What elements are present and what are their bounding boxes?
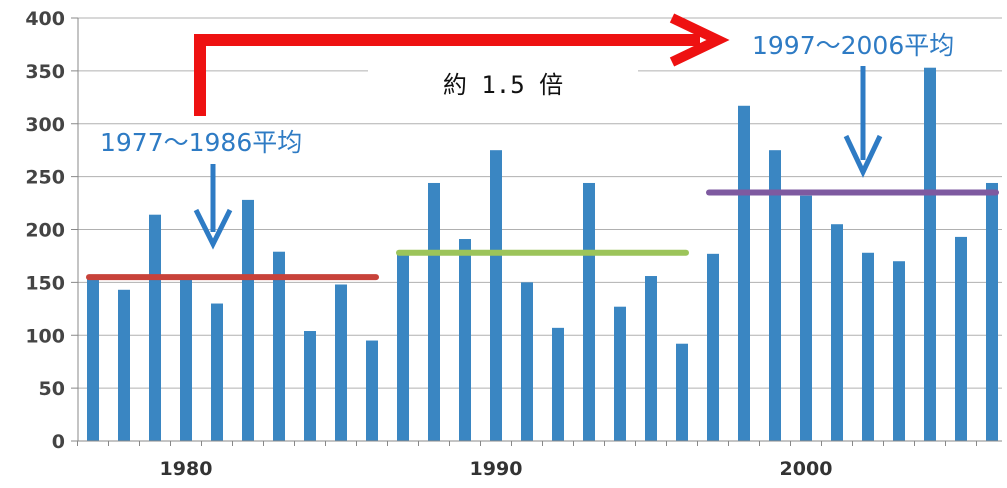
y-tick-label: 50 bbox=[39, 378, 65, 400]
bar-1989 bbox=[459, 239, 471, 441]
average-lines bbox=[89, 192, 996, 277]
bar-1993 bbox=[583, 183, 595, 441]
bar-1977 bbox=[87, 278, 99, 441]
bar-1981 bbox=[211, 304, 223, 441]
average-label-1997-2006: 1997～2006平均 bbox=[752, 31, 954, 60]
ratio-annotation: 約 1.5 倍 bbox=[200, 18, 718, 116]
x-tick-label: 1980 bbox=[160, 458, 213, 480]
bar-1995 bbox=[645, 276, 657, 441]
y-tick-label: 350 bbox=[25, 61, 65, 83]
bar-2002 bbox=[862, 253, 874, 441]
bar-1987 bbox=[397, 251, 409, 441]
x-tick-label: 1990 bbox=[470, 458, 523, 480]
bar-2001 bbox=[831, 224, 843, 441]
bar-2000 bbox=[800, 196, 812, 441]
bar-1979 bbox=[149, 215, 161, 441]
y-tick-label: 150 bbox=[25, 272, 65, 294]
y-tick-label: 400 bbox=[25, 8, 65, 30]
x-axis-ticks: 1980 1990 2000 bbox=[78, 441, 977, 480]
bar-1992 bbox=[552, 328, 564, 441]
y-tick-label: 100 bbox=[25, 325, 65, 347]
bar-1984 bbox=[304, 331, 316, 441]
bar-1990 bbox=[490, 150, 502, 441]
bar-1997 bbox=[707, 254, 719, 441]
bar-2006 bbox=[986, 183, 998, 441]
bar-2004 bbox=[924, 68, 936, 441]
bar-1998 bbox=[738, 106, 750, 441]
y-axis-ticks: 0 50 100 150 200 250 300 350 400 bbox=[25, 8, 78, 453]
bar-1986 bbox=[366, 341, 378, 441]
y-tick-label: 0 bbox=[52, 431, 65, 453]
bar-1980 bbox=[180, 275, 192, 441]
bar-1996 bbox=[676, 344, 688, 441]
bar-1978 bbox=[118, 290, 130, 441]
average-label-late: 1997～2006平均 bbox=[752, 31, 954, 172]
bar-1983 bbox=[273, 252, 285, 441]
ratio-label: 約 1.5 倍 bbox=[443, 71, 563, 99]
bar-1982 bbox=[242, 200, 254, 441]
bar-1985 bbox=[335, 284, 347, 441]
bar-1994 bbox=[614, 307, 626, 441]
bar-2003 bbox=[893, 261, 905, 441]
bar-1988 bbox=[428, 183, 440, 441]
x-tick-label: 2000 bbox=[780, 458, 833, 480]
y-tick-label: 250 bbox=[25, 167, 65, 189]
y-tick-label: 300 bbox=[25, 114, 65, 136]
y-tick-label: 200 bbox=[25, 220, 65, 242]
bar-2005 bbox=[955, 237, 967, 441]
average-label-early: 1977～1986平均 bbox=[100, 128, 302, 244]
bar-1991 bbox=[521, 282, 533, 441]
average-label-1977-1986: 1977～1986平均 bbox=[100, 128, 302, 157]
